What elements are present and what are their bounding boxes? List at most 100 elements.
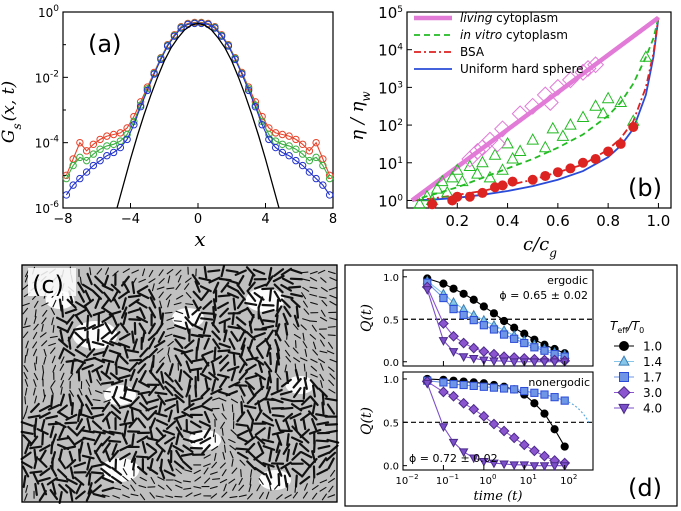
panel-c-particle: [189, 420, 202, 429]
panel-c-particle: [65, 314, 75, 325]
panel-c-particle: [130, 493, 139, 497]
panel-c-particle: [166, 268, 174, 275]
panel-c-particle: [167, 299, 171, 308]
panel-c-particle: [56, 404, 68, 414]
panel-c-particle: [167, 275, 171, 284]
panel-c-particle: [283, 465, 292, 478]
panel-c-particle: [38, 476, 51, 483]
panel-c-particle: [34, 482, 38, 496]
panel-c-particle: [282, 443, 291, 455]
panel-c-particle: [217, 294, 231, 298]
panel-d-bottom-point-3.0: [488, 418, 500, 430]
panel-d-top-point-4.0: [422, 286, 433, 295]
panel-c-particle: [118, 290, 130, 300]
panel-c-particle: [128, 358, 143, 362]
panel-c-particle: [32, 331, 38, 340]
panel-c-particle: [156, 449, 164, 462]
panel-c-particle: [312, 349, 319, 356]
panel-c-particle: [33, 323, 39, 331]
panel-c-particle: [50, 380, 56, 388]
panel-d-top-annotation-phi: ϕ = 0.65 ± 0.02: [499, 289, 588, 302]
panel-c-particle: [164, 372, 174, 383]
panel-c-particle: [249, 477, 252, 486]
panel-a-point-blue: [319, 181, 327, 189]
panel-c-particle: [83, 298, 95, 308]
panel-a-xtick-label: −8: [53, 212, 72, 227]
panel-c-particle: [105, 362, 111, 376]
panel-c-particle: [24, 274, 29, 283]
panel-d-top-point-1.7: [520, 338, 529, 348]
panel-c-particle: [329, 373, 336, 380]
panel-d-top-point-1.7: [540, 346, 549, 355]
panel-c-particle: [232, 297, 237, 311]
panel-c-particle: [111, 313, 118, 326]
panel-c-particle: [174, 338, 184, 350]
panel-b-ytick-label: 104: [378, 42, 403, 60]
panel-c-particle: [167, 442, 174, 455]
panel-c-particle: [236, 297, 246, 310]
panel-d-bottom-point-1.7: [469, 381, 478, 390]
panel-c-particle: [280, 406, 294, 410]
panel-b-xtick-label: 0.4: [496, 212, 520, 230]
panel-d-legend-marker: [618, 355, 630, 366]
panel-c-particle: [122, 386, 128, 400]
panel-c-particle: [65, 413, 78, 421]
panel-c-particle: [185, 384, 192, 398]
panel-c-particle: [300, 324, 307, 331]
panel-c-particle: [74, 314, 84, 326]
panel-c-particle: [245, 330, 256, 341]
panel-c-particle: [129, 368, 136, 382]
panel-c-particle: [190, 333, 204, 338]
panel-a-point-blue: [265, 135, 273, 144]
panel-d-bottom-point-4.0: [499, 460, 509, 470]
panel-c-particle: [324, 429, 338, 434]
panel-c-particle: [300, 458, 312, 468]
panel-d-bottom-point-1.7: [530, 388, 539, 397]
panel-b-legend-entry: in vitro cytoplasm: [460, 28, 568, 42]
panel-c-particle: [141, 329, 146, 343]
panel-d-bottom-point-1.7: [459, 380, 468, 390]
panel-c-particle: [139, 493, 146, 501]
panel-a-series: [62, 18, 334, 209]
panel-c-particle: [66, 298, 77, 309]
panel-c-particle: [119, 421, 133, 426]
panel-c-particle: [191, 273, 201, 285]
panel-c-particle: [300, 271, 309, 274]
panel-c-particle: [271, 413, 285, 418]
panel-c-particle: [29, 435, 39, 447]
panel-c-particle: [246, 281, 256, 293]
panel-c-particle: [92, 463, 106, 468]
panel-c-particle: [329, 277, 337, 282]
panel-d-bottom-point-1.0: [530, 399, 539, 408]
panel-c-particle: [219, 462, 226, 469]
panel-c-particle: [266, 344, 272, 358]
panel-c-particle: [38, 490, 47, 502]
panel-c-particle: [182, 444, 194, 454]
panel-c-particle: [110, 379, 124, 386]
panel-a-point-red: [103, 132, 111, 140]
panel-c-particle: [59, 363, 65, 371]
panel-b-invitro-marker: [556, 129, 570, 141]
panel-b-invitro-marker: [413, 197, 426, 209]
panel-c-particle: [166, 317, 175, 321]
panel-c-particle: [122, 268, 130, 273]
panel-b-label: (b): [628, 174, 662, 202]
panel-c-particle: [87, 482, 93, 495]
panel-c-particle: [24, 355, 27, 364]
panel-b-invitro-marker: [506, 151, 519, 164]
panel-c-particle: [300, 395, 311, 406]
panel-c-particle: [149, 417, 157, 430]
panel-c-particle: [35, 356, 38, 365]
panel-c-particle: [175, 283, 181, 290]
panel-d-legend-marker: [617, 385, 631, 400]
panel-c-particle: [212, 478, 221, 480]
panel-c-particle: [319, 479, 328, 484]
panel-b-bsa-marker: [565, 163, 576, 174]
panel-d-bottom-point-4.0: [458, 448, 469, 458]
panel-c-particle: [155, 495, 164, 498]
panel-c-particle: [50, 441, 54, 455]
panel-a-point-blue: [251, 103, 260, 111]
panel-c-particle: [200, 317, 214, 321]
panel-c-particle: [150, 476, 156, 485]
panel-a-point-blue: [103, 152, 111, 160]
